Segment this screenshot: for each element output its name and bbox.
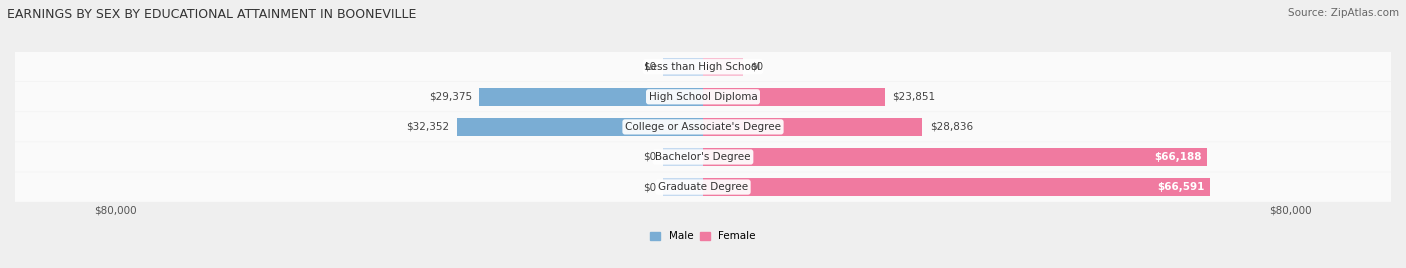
Text: $29,375: $29,375 bbox=[429, 92, 472, 102]
FancyBboxPatch shape bbox=[15, 172, 1391, 202]
Text: High School Diploma: High School Diploma bbox=[648, 92, 758, 102]
Text: $0: $0 bbox=[643, 62, 657, 72]
Text: $66,188: $66,188 bbox=[1154, 152, 1202, 162]
Text: $32,352: $32,352 bbox=[406, 122, 450, 132]
Text: $80,000: $80,000 bbox=[1270, 205, 1312, 215]
Text: $66,591: $66,591 bbox=[1157, 182, 1205, 192]
Bar bbox=[703, 58, 742, 76]
Bar bbox=[703, 118, 922, 136]
Text: Graduate Degree: Graduate Degree bbox=[658, 182, 748, 192]
Text: $0: $0 bbox=[643, 152, 657, 162]
Text: College or Associate's Degree: College or Associate's Degree bbox=[626, 122, 780, 132]
Bar bbox=[479, 88, 703, 106]
Text: Bachelor's Degree: Bachelor's Degree bbox=[655, 152, 751, 162]
Bar bbox=[457, 118, 703, 136]
Text: Source: ZipAtlas.com: Source: ZipAtlas.com bbox=[1288, 8, 1399, 18]
Bar bbox=[703, 148, 1206, 166]
Bar bbox=[664, 58, 703, 76]
FancyBboxPatch shape bbox=[15, 52, 1391, 81]
Text: Less than High School: Less than High School bbox=[645, 62, 761, 72]
FancyBboxPatch shape bbox=[15, 112, 1391, 142]
Text: $0: $0 bbox=[643, 182, 657, 192]
Bar bbox=[703, 88, 884, 106]
Text: EARNINGS BY SEX BY EDUCATIONAL ATTAINMENT IN BOONEVILLE: EARNINGS BY SEX BY EDUCATIONAL ATTAINMEN… bbox=[7, 8, 416, 21]
Bar bbox=[664, 178, 703, 196]
FancyBboxPatch shape bbox=[15, 142, 1391, 172]
Bar bbox=[703, 178, 1209, 196]
Legend: Male, Female: Male, Female bbox=[650, 231, 756, 241]
Text: $23,851: $23,851 bbox=[891, 92, 935, 102]
Text: $28,836: $28,836 bbox=[929, 122, 973, 132]
Text: $80,000: $80,000 bbox=[94, 205, 136, 215]
Text: $0: $0 bbox=[749, 62, 763, 72]
Bar bbox=[664, 148, 703, 166]
FancyBboxPatch shape bbox=[15, 82, 1391, 111]
